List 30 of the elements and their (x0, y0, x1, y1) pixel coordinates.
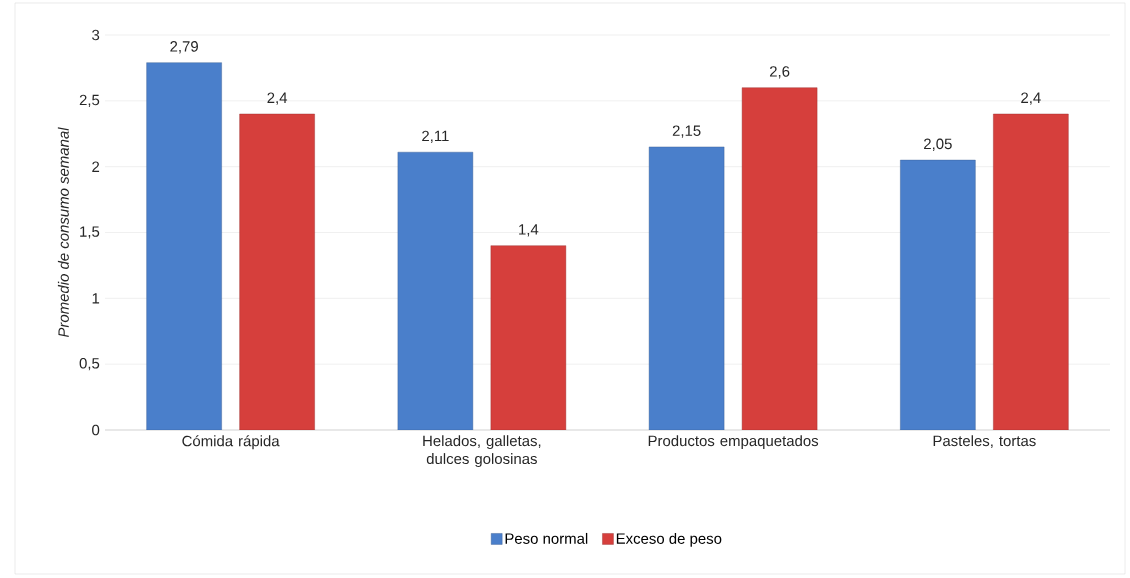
bar (900, 159, 976, 430)
x-tick-label: Productos empaquetados (648, 435, 819, 450)
x-tick-label: Pasteles, tortas (933, 435, 1036, 448)
bar (397, 151, 474, 430)
bar (741, 87, 818, 430)
y-tick-label: 1 (92, 293, 100, 304)
data-label: 2,4 (267, 92, 288, 105)
x-tick-label: Cómida rápida (182, 435, 280, 450)
y-axis-title: Promedio de consumo semanal (57, 127, 69, 338)
y-tick-label: 0,5 (79, 357, 100, 371)
bar (648, 146, 725, 430)
x-tick-label: Helados, galletas, dulces golosinas (423, 435, 541, 468)
data-label: 2,6 (769, 66, 790, 79)
bar (993, 113, 1069, 430)
data-label: 2,15 (672, 125, 701, 138)
y-tick-label: 1,5 (80, 226, 100, 239)
y-tick-label: 2 (92, 161, 100, 172)
bar (146, 62, 222, 430)
legend-label: Exceso de peso (616, 532, 722, 547)
data-label: 2,11 (422, 130, 449, 143)
legend-label: Peso normal (505, 532, 588, 544)
bar (490, 245, 567, 430)
data-label: 2,79 (170, 41, 198, 54)
data-label: 2,4 (1021, 92, 1041, 105)
bar (239, 113, 315, 430)
y-tick-label: 0 (92, 424, 100, 436)
y-tick-label: 2,5 (79, 94, 100, 107)
y-tick-label: 3 (92, 29, 100, 41)
data-label: 2,05 (924, 138, 952, 151)
data-label: 1,4 (519, 224, 539, 237)
